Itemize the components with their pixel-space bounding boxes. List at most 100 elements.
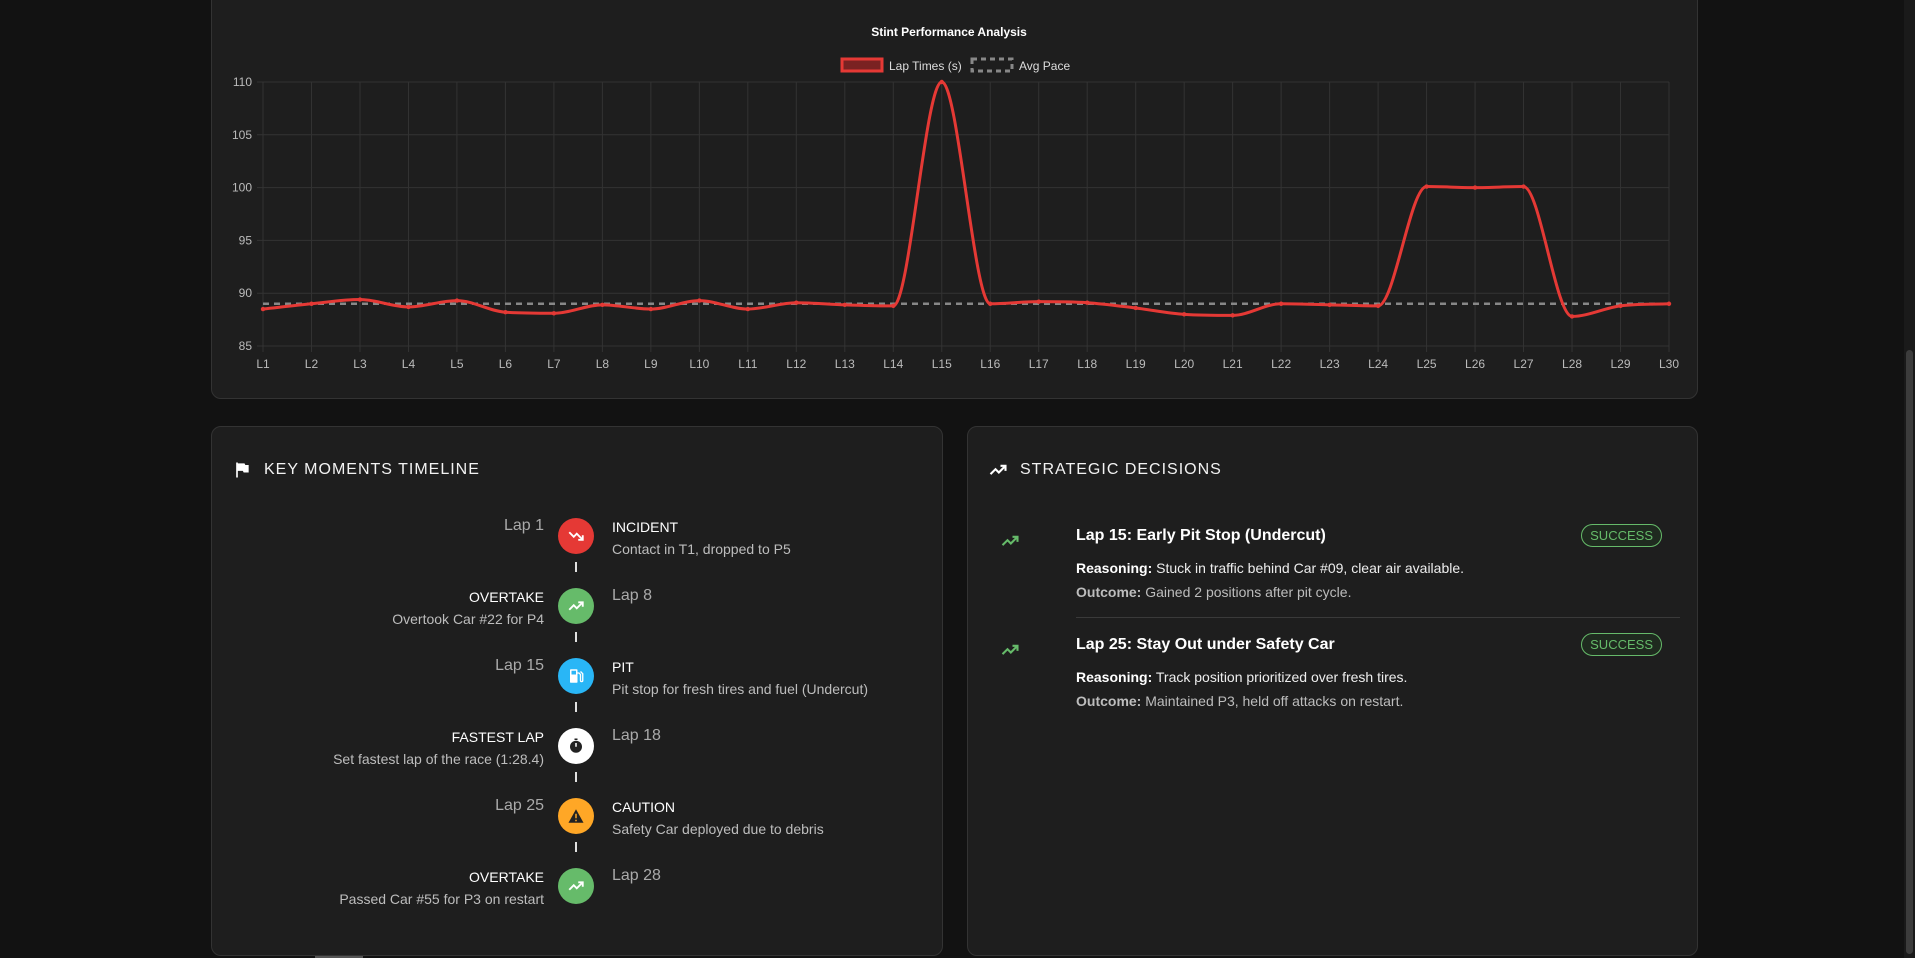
lap-time-point [1666, 301, 1672, 306]
x-tick-label: L24 [1368, 357, 1388, 371]
decision-outcome: Outcome: Maintained P3, held off attacks… [1076, 693, 1403, 709]
lap-time-point [406, 304, 411, 310]
timeline-item: Lap 25 CAUTION Safety Car deployed due to … [212, 797, 944, 858]
timeline-lap: Lap 25 [495, 797, 544, 814]
timeline-lap: Lap 15 [495, 657, 544, 674]
reasoning-text: Stuck in traffic behind Car #09, clear a… [1156, 560, 1465, 576]
timeline-lap: Lap 28 [612, 867, 661, 884]
timeline-event-description: Passed Car #55 for P3 on restart [339, 891, 544, 907]
outcome-label: Outcome: [1076, 693, 1142, 709]
y-tick-label: 85 [239, 339, 253, 353]
lap-time-point [1327, 302, 1332, 308]
x-tick-label: L20 [1174, 357, 1194, 371]
x-tick-label: L17 [1029, 357, 1049, 371]
x-tick-label: L26 [1465, 357, 1485, 371]
lap-time-point [745, 306, 751, 312]
timeline-connector [575, 562, 577, 572]
timeline-event-type: OVERTAKE [469, 589, 544, 605]
lap-time-point [648, 306, 654, 312]
legend-label-avg-pace: Avg Pace [1019, 59, 1070, 73]
trending-up-icon [988, 460, 1008, 480]
timeline-event: OVERTAKE Passed Car #55 for P3 on restart [339, 869, 544, 908]
x-tick-label: L27 [1514, 357, 1534, 371]
timeline-connector [575, 702, 577, 712]
status-badge: SUCCESS [1581, 633, 1662, 656]
lap-time-point [1472, 185, 1478, 190]
lap-time-point [697, 298, 702, 303]
lap-time-point [1133, 305, 1138, 311]
timeline-connector [575, 842, 577, 852]
timeline-node [558, 868, 594, 904]
timeline-item: Lap 15 PIT Pit stop for fresh tires and fu… [212, 657, 944, 718]
timeline-event: CAUTION Safety Car deployed due to debris [612, 799, 824, 838]
timeline-node [558, 728, 594, 764]
timeline-lap: Lap 1 [503, 517, 544, 534]
timeline-event-description: Overtook Car #22 for P4 [392, 611, 544, 627]
decision-reasoning: Reasoning: Track position prioritized ov… [1076, 669, 1407, 685]
x-tick-label: L22 [1271, 357, 1291, 371]
decision-title: Lap 25: Stay Out under Safety Car [1076, 636, 1335, 653]
lap-time-point [1521, 184, 1526, 189]
x-tick-label: L21 [1223, 357, 1243, 371]
outcome-text: Gained 2 positions after pit cycle. [1145, 584, 1352, 600]
x-tick-label: L25 [1417, 357, 1437, 371]
trending-up-icon [567, 877, 585, 895]
timeline-item: Lap 1 INCIDENT Contact in T1, dropped to P… [212, 517, 944, 578]
legend-label-lap-times: Lap Times (s) [889, 59, 962, 73]
x-tick-label: L3 [353, 357, 367, 371]
timeline-header: KEY MOMENTS TIMELINE [232, 460, 480, 480]
lap-time-point [1085, 300, 1090, 305]
y-tick-label: 105 [232, 128, 252, 142]
lap-time-point [1181, 312, 1187, 317]
x-tick-label: L16 [980, 357, 1000, 371]
lap-time-point [1036, 299, 1041, 304]
timeline-node [558, 518, 594, 554]
warning-icon [567, 807, 585, 825]
lap-time-point [1569, 314, 1575, 319]
strategic-decisions-card: STRATEGIC DECISIONS Lap 15: Early Pit St… [967, 426, 1698, 956]
flag-icon [232, 460, 252, 480]
outcome-label: Outcome: [1076, 584, 1142, 600]
timeline-event-type: OVERTAKE [469, 869, 544, 885]
legend-swatch-lap-times [840, 57, 884, 73]
page-scrollbar-thumb[interactable] [1906, 350, 1913, 954]
timeline-lap: Lap 18 [612, 727, 661, 744]
lap-time-point [1618, 303, 1623, 309]
lap-time-point [842, 302, 847, 308]
timeline-title: KEY MOMENTS TIMELINE [264, 461, 480, 478]
lap-time-point [503, 310, 508, 315]
timeline-lap: Lap 8 [612, 587, 653, 604]
x-tick-label: L12 [786, 357, 806, 371]
x-tick-label: L18 [1077, 357, 1097, 371]
timeline-event: PIT Pit stop for fresh tires and fuel (Un… [612, 659, 868, 698]
timeline-connector [575, 772, 577, 782]
x-tick-label: L9 [644, 357, 658, 371]
lap-time-point [939, 79, 944, 85]
chart-title: Stint Performance Analysis [871, 25, 1027, 39]
y-tick-label: 110 [233, 75, 252, 89]
x-tick-label: L11 [738, 357, 757, 371]
timeline-event-type: INCIDENT [612, 519, 679, 535]
lap-time-point [551, 311, 557, 316]
lap-time-point [1375, 303, 1381, 309]
status-badge: SUCCESS [1581, 524, 1662, 547]
strategy-header: STRATEGIC DECISIONS [988, 460, 1222, 480]
stint-performance-chart-card: Stint Performance Analysis Lap Times (s) A… [211, 0, 1698, 399]
timeline-event-description: Safety Car deployed due to debris [612, 821, 824, 837]
trending-up-icon [1000, 531, 1020, 551]
legend-swatch-avg-pace [970, 57, 1014, 73]
timeline-event-type: PIT [612, 659, 634, 675]
x-tick-label: L23 [1320, 357, 1340, 371]
lap-time-point [794, 300, 799, 305]
x-tick-label: L28 [1562, 357, 1582, 371]
key-moments-timeline-card: KEY MOMENTS TIMELINE Lap 1 INCIDENT Contac… [211, 426, 943, 956]
x-tick-label: L8 [596, 357, 610, 371]
trending-up-icon [1000, 640, 1020, 660]
timeline-event-description: Contact in T1, dropped to P5 [612, 541, 791, 557]
decision-title: Lap 15: Early Pit Stop (Undercut) [1076, 527, 1326, 544]
timeline-event-description: Pit stop for fresh tires and fuel (Under… [612, 681, 868, 697]
reasoning-label: Reasoning: [1076, 560, 1153, 576]
timeline-connector [575, 632, 577, 642]
timeline-event-type: CAUTION [612, 799, 675, 815]
timeline-item: OVERTAKE Passed Car #55 for P3 on restart… [212, 867, 944, 928]
